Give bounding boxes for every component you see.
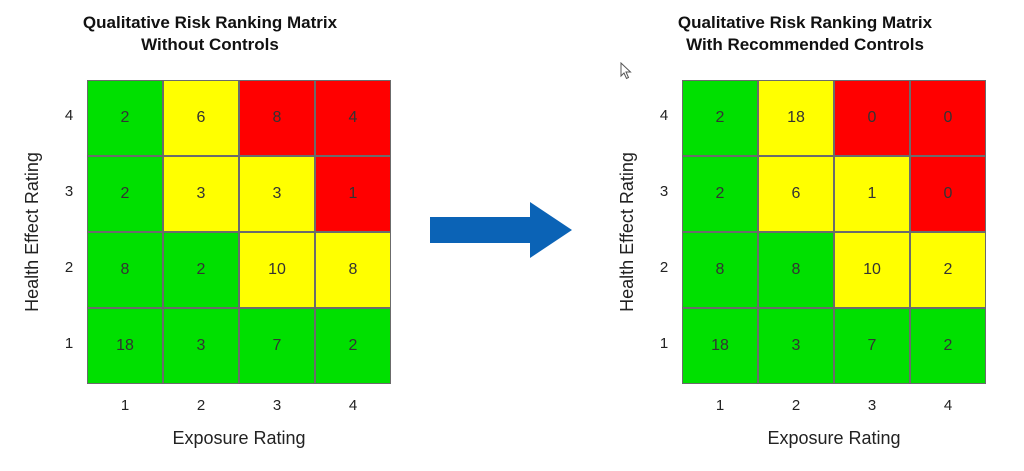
matrix-cell: 2	[87, 80, 163, 156]
y-tick-label: 4	[659, 107, 669, 124]
matrix-cell: 0	[910, 156, 986, 232]
x-tick-label: 3	[867, 397, 877, 414]
matrix-cell: 2	[910, 308, 986, 384]
matrix-cell: 7	[834, 308, 910, 384]
matrix-cell: 18	[87, 308, 163, 384]
matrix-cell: 0	[834, 80, 910, 156]
right-arrow-icon	[430, 202, 572, 258]
y-tick-label: 2	[659, 259, 669, 276]
matrix-cell: 10	[239, 232, 315, 308]
x-tick-label: 4	[348, 397, 358, 414]
matrix-cell: 8	[682, 232, 758, 308]
chart-title-line2: With Recommended Controls	[686, 35, 924, 54]
matrix-cell: 8	[758, 232, 834, 308]
y-tick-label: 3	[659, 183, 669, 200]
matrix-cell: 2	[910, 232, 986, 308]
matrix-cell: 1	[834, 156, 910, 232]
risk-grid: 2 18 0 0 2 6 1 0 8 8 10 2 18 3 7 2	[682, 80, 986, 384]
matrix-cell: 2	[315, 308, 391, 384]
x-axis-label: Exposure Rating	[172, 428, 306, 448]
matrix-cell: 8	[315, 232, 391, 308]
y-tick-label: 1	[64, 335, 74, 352]
matrix-cell: 3	[163, 156, 239, 232]
risk-grid: 2 6 8 4 2 3 3 1 8 2 10 8 18 3 7 2	[87, 80, 391, 384]
matrix-cell: 3	[239, 156, 315, 232]
x-axis-label: Exposure Rating	[767, 428, 901, 448]
matrix-cell: 6	[163, 80, 239, 156]
x-tick-label: 1	[120, 397, 130, 414]
matrix-with-controls: Qualitative Risk Ranking Matrix With Rec…	[595, 0, 1015, 471]
y-tick-label: 1	[659, 335, 669, 352]
matrix-cell: 2	[87, 156, 163, 232]
matrix-cell: 2	[682, 80, 758, 156]
matrix-cell: 3	[163, 308, 239, 384]
x-tick-label: 2	[791, 397, 801, 414]
matrix-cell: 8	[87, 232, 163, 308]
y-axis-label: Health Effect Rating	[617, 152, 637, 312]
matrix-cell: 8	[239, 80, 315, 156]
mouse-cursor-icon	[620, 62, 632, 80]
chart-title-line1: Qualitative Risk Ranking Matrix	[82, 13, 338, 32]
matrix-cell: 1	[315, 156, 391, 232]
matrix-cell: 6	[758, 156, 834, 232]
x-tick-label: 2	[196, 397, 206, 414]
matrix-cell: 18	[758, 80, 834, 156]
matrix-cell: 7	[239, 308, 315, 384]
matrix-cell: 18	[682, 308, 758, 384]
matrix-cell: 2	[682, 156, 758, 232]
chart-title-line2: Without Controls	[141, 35, 279, 54]
y-tick-label: 2	[64, 259, 74, 276]
matrix-cell: 10	[834, 232, 910, 308]
matrix-cell: 4	[315, 80, 391, 156]
matrix-cell: 0	[910, 80, 986, 156]
x-tick-label: 1	[715, 397, 725, 414]
x-tick-label: 4	[943, 397, 953, 414]
chart-title-line1: Qualitative Risk Ranking Matrix	[677, 13, 933, 32]
y-axis-label: Health Effect Rating	[22, 152, 42, 312]
chart-title: Qualitative Risk Ranking Matrix With Rec…	[595, 12, 1015, 56]
chart-title: Qualitative Risk Ranking Matrix Without …	[0, 12, 420, 56]
matrix-cell: 3	[758, 308, 834, 384]
matrix-cell: 2	[163, 232, 239, 308]
y-tick-label: 4	[64, 107, 74, 124]
y-tick-label: 3	[64, 183, 74, 200]
matrix-without-controls: Qualitative Risk Ranking Matrix Without …	[0, 0, 420, 471]
x-tick-label: 3	[272, 397, 282, 414]
